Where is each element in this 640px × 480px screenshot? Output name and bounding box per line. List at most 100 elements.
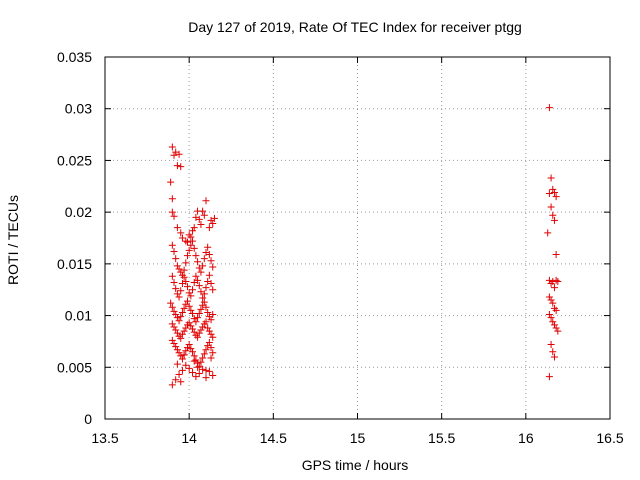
data-point [207,280,215,288]
data-point [552,193,560,201]
data-point [192,356,200,364]
data-point [168,303,176,311]
data-point [207,354,215,362]
data-point [207,316,215,324]
x-tick-label: 15.5 [428,430,455,446]
data-point [175,265,183,273]
data-point [175,317,183,325]
data-point [182,259,190,267]
data-point [549,299,557,307]
data-point [197,268,205,276]
data-point [173,314,181,322]
data-point [192,318,200,326]
data-point [182,347,190,355]
y-tick-label: 0.035 [57,49,92,65]
data-point [173,360,181,368]
data-point [200,211,208,219]
x-tick-label: 16 [518,430,534,446]
data-point [183,283,191,291]
data-point [170,278,178,286]
data-point [205,338,213,346]
data-point [173,329,181,337]
data-point [194,258,202,266]
data-point [172,285,180,293]
data-point [200,350,208,358]
data-point [202,374,210,382]
y-axis-label: ROTI / TECUs [5,195,21,285]
data-point [168,336,176,344]
data-point [195,362,203,370]
data-point [190,357,198,365]
data-point [185,319,193,327]
data-point [192,272,200,280]
data-point [209,333,217,341]
data-point [550,284,558,292]
data-point [547,174,555,182]
data-point [170,307,178,315]
data-point [183,344,191,352]
x-axis-label: GPS time / hours [302,457,409,473]
data-point [183,238,191,246]
data-point [204,308,212,316]
data-point [168,241,176,249]
x-tick-label: 16.5 [596,430,623,446]
data-point [172,311,180,319]
grid [105,57,610,419]
data-point [178,308,186,316]
data-point [550,216,558,224]
data-point [172,255,180,263]
data-point [200,298,208,306]
data-point [172,376,180,384]
data-point [200,290,208,298]
data-point [204,243,212,251]
data-point [207,257,215,265]
data-point [177,378,185,386]
data-point [168,195,176,203]
data-point [183,252,191,260]
data-point [170,212,178,220]
data-point [545,311,553,319]
data-point [552,276,560,284]
data-point [199,262,207,270]
data-point [552,306,560,314]
data-point [549,185,557,193]
data-point [545,190,553,198]
data-point [178,234,186,242]
y-tick-label: 0.01 [65,308,92,324]
data-point [202,303,210,311]
data-point [554,277,562,285]
data-point [175,150,183,158]
data-point [177,334,185,342]
data-point [205,251,213,259]
data-point [168,208,176,216]
data-point [185,302,193,310]
data-point [189,237,197,245]
data-point [189,310,197,318]
data-point [190,244,198,252]
data-point [545,293,553,301]
data-point [545,276,553,284]
data-point [187,306,195,314]
data-point [182,324,190,332]
data-point [168,381,176,389]
data-point [550,353,558,361]
data-point [170,247,178,255]
data-point [547,296,555,304]
data-point [194,314,202,322]
data-point [173,346,181,354]
data-point [189,368,197,376]
data-point [168,272,176,280]
data-point [194,333,202,341]
data-series-roti [167,104,562,389]
data-point [197,326,205,334]
data-point [199,365,207,373]
data-point [202,284,210,292]
data-point [204,324,212,332]
data-point [180,327,188,335]
data-point [167,178,175,186]
data-point [189,286,197,294]
data-point [547,341,555,349]
data-point [192,373,200,381]
data-point [177,313,185,321]
data-point [168,320,176,328]
